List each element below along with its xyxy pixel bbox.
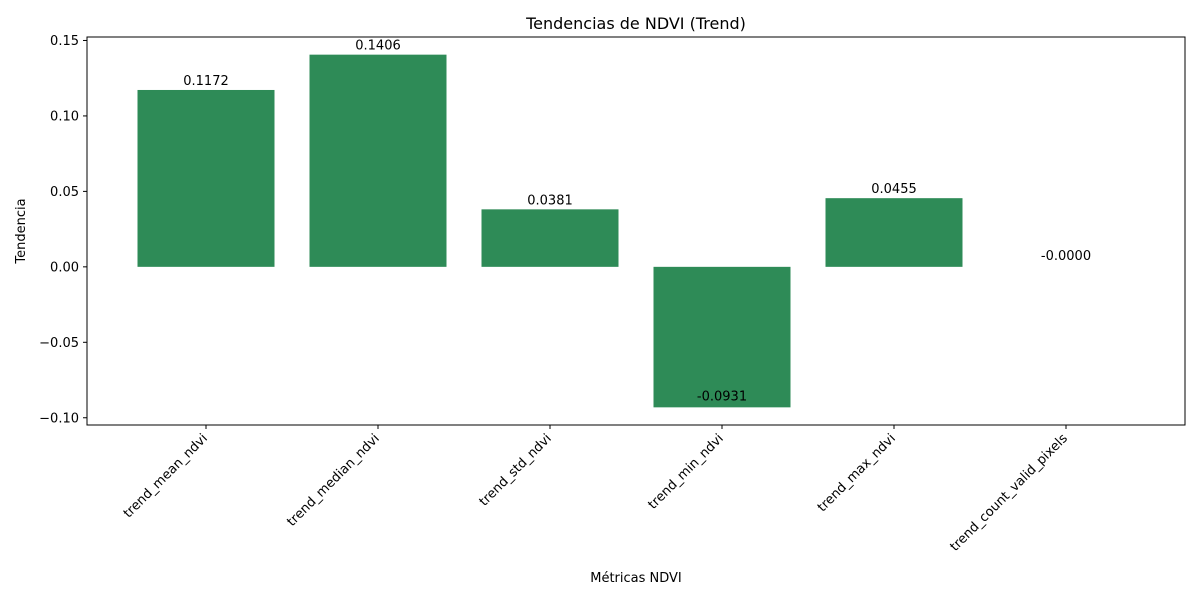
x-tick-label: trend_min_ndvi: [646, 431, 727, 512]
chart-title: Tendencias de NDVI (Trend): [525, 14, 746, 33]
bar: [653, 266, 791, 408]
x-tick-label: trend_std_ndvi: [477, 431, 555, 509]
x-tick-label: trend_mean_ndvi: [121, 431, 211, 521]
y-tick-label: 0.05: [50, 185, 79, 200]
bar-value-label: 0.0381: [527, 193, 573, 208]
y-tick-label: −0.10: [39, 411, 79, 426]
bar-value-label: -0.0000: [1041, 249, 1091, 264]
x-tick-label: trend_median_ndvi: [284, 431, 382, 529]
x-axis-label: Métricas NDVI: [590, 571, 682, 586]
bar: [825, 198, 963, 267]
bar: [137, 89, 275, 267]
bar-value-label: 0.0455: [871, 182, 917, 197]
bar-value-label: 0.1406: [355, 39, 401, 54]
bar: [481, 209, 619, 267]
x-tick-label: trend_count_valid_pixels: [947, 431, 1071, 555]
bar: [309, 54, 447, 267]
y-tick-label: 0.00: [50, 260, 79, 275]
y-tick-label: 0.10: [50, 109, 79, 124]
y-tick-label: 0.15: [50, 34, 79, 49]
bar-value-label: -0.0931: [697, 389, 747, 404]
plot-frame: [86, 36, 1186, 426]
plot-area: −0.10 −0.05 0.00 0.05 0.10 0.15 0.1172 trend_me…: [39, 34, 1091, 555]
x-tick-label: trend_max_ndvi: [815, 431, 899, 515]
bar-value-label: 0.1172: [183, 74, 229, 89]
y-tick-label: −0.05: [39, 336, 79, 351]
y-axis-label: Tendencia: [14, 198, 29, 264]
